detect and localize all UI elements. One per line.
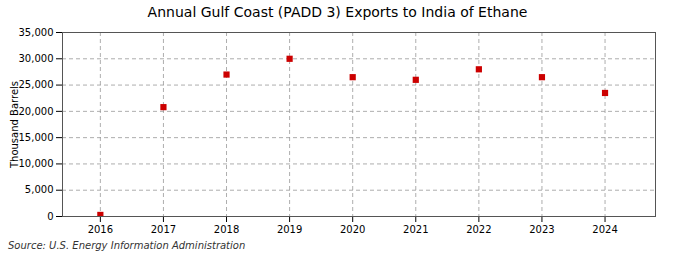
svg-text:2022: 2022 [466, 224, 491, 235]
svg-text:2021: 2021 [403, 224, 428, 235]
svg-text:Thousand Barrels: Thousand Barrels [9, 81, 20, 169]
html-text:Source: U.S. Energy Informatio: Source: U.S. Energy Information Administ… [8, 240, 246, 251]
svg-text:10,000: 10,000 [19, 158, 54, 169]
svg-text:35,000: 35,000 [19, 27, 54, 38]
svg-text:2020: 2020 [340, 224, 365, 235]
html-text:Annual Gulf Coast (PADD 3) Exp: Annual Gulf Coast (PADD 3) Exports to In… [147, 4, 528, 20]
svg-text:2023: 2023 [529, 224, 554, 235]
svg-text:5,000: 5,000 [25, 184, 54, 195]
svg-text:0: 0 [47, 211, 53, 222]
svg-text:25,000: 25,000 [19, 79, 54, 90]
svg-text:2017: 2017 [151, 224, 176, 235]
svg-text:2016: 2016 [88, 224, 113, 235]
svg-text:30,000: 30,000 [19, 53, 54, 64]
svg-text:20,000: 20,000 [19, 106, 54, 117]
svg-text:15,000: 15,000 [19, 132, 54, 143]
svg-text:2018: 2018 [214, 224, 239, 235]
svg-text:2024: 2024 [592, 224, 617, 235]
svg-text:2019: 2019 [277, 224, 302, 235]
